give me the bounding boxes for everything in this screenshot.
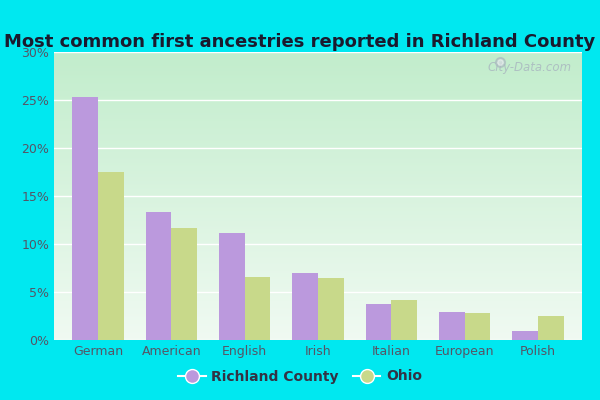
Bar (318, 278, 344, 340)
Bar (73, 97, 98, 340)
Bar (245, 277, 271, 340)
Bar (464, 313, 490, 340)
Bar (292, 273, 318, 340)
Bar (146, 212, 172, 340)
Bar (365, 304, 391, 340)
Bar (172, 228, 197, 340)
Bar (538, 316, 563, 340)
Text: Most common first ancestries reported in Richland County: Most common first ancestries reported in… (4, 33, 596, 51)
Bar (219, 234, 245, 340)
Bar (512, 331, 538, 340)
Bar (391, 300, 417, 340)
Text: City-Data.com: City-Data.com (487, 61, 571, 74)
Legend: Richland County, Ohio: Richland County, Ohio (172, 364, 428, 389)
Bar (439, 312, 464, 340)
Bar (98, 172, 124, 340)
